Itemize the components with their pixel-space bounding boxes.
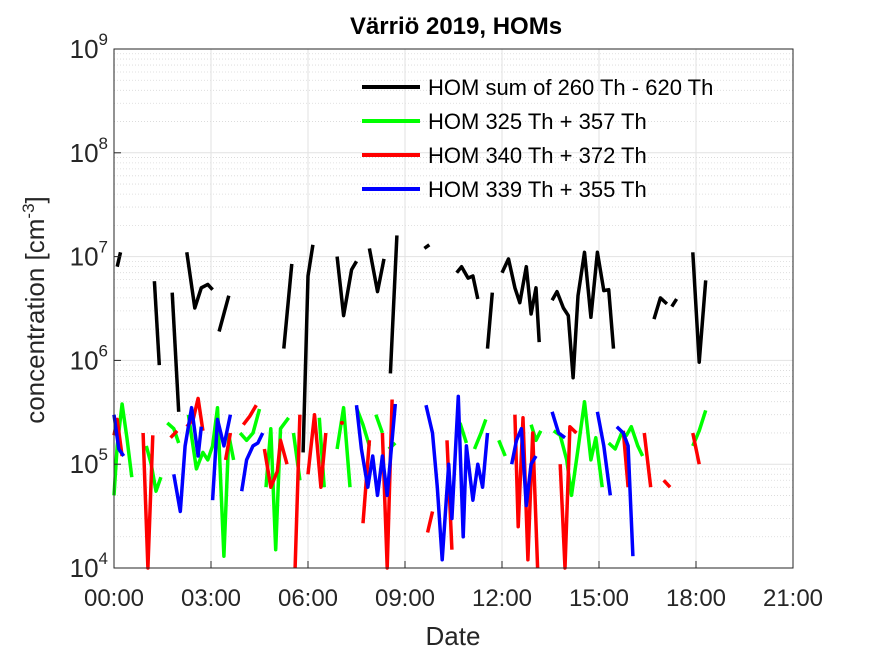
y-tick-label: 105 bbox=[70, 445, 108, 479]
series-line-segment bbox=[500, 257, 541, 343]
series-line-segment bbox=[239, 432, 265, 492]
x-tick-label: 12:00 bbox=[472, 585, 532, 612]
series-line-segment bbox=[642, 432, 653, 488]
series-line-segment bbox=[169, 429, 179, 439]
y-axis-label-text: concentration [cm bbox=[20, 219, 50, 424]
series-line-segment bbox=[306, 412, 328, 489]
series-line-segment bbox=[293, 414, 302, 569]
y-tick-label: 104 bbox=[70, 549, 108, 583]
y-axis-label-close: ] bbox=[20, 196, 50, 203]
y-tick-label-exponent: 5 bbox=[99, 445, 108, 464]
y-tick-label-base: 10 bbox=[70, 242, 99, 272]
series-line-segment bbox=[112, 402, 134, 496]
series-line-segment bbox=[552, 399, 604, 498]
series-line-segment bbox=[424, 394, 490, 562]
series-line-segment bbox=[354, 403, 398, 498]
y-tick-label-exponent: 7 bbox=[99, 238, 108, 257]
series-line-segment bbox=[497, 439, 507, 457]
series-line-segment bbox=[425, 511, 435, 533]
series-point bbox=[339, 420, 344, 425]
series-line-segment bbox=[115, 251, 123, 268]
series-line-segment bbox=[335, 256, 359, 318]
series-line-segment bbox=[186, 405, 236, 558]
series-line-segment bbox=[607, 424, 645, 457]
y-tick-label-base: 10 bbox=[70, 449, 99, 479]
series-line-segment bbox=[170, 292, 181, 412]
x-tick-label: 09:00 bbox=[375, 585, 435, 612]
series-line-segment bbox=[388, 235, 399, 374]
y-tick-label-base: 10 bbox=[70, 553, 99, 583]
x-axis-ticks: 00:00 03:00 06:00 09:00 12:00 15:00 18:00 21:00 bbox=[84, 561, 823, 612]
series-line-segment bbox=[282, 263, 294, 349]
series-line-segment bbox=[670, 298, 679, 308]
series-line-segment bbox=[550, 411, 567, 440]
x-tick-label: 03:00 bbox=[181, 585, 241, 612]
series-line-segment bbox=[509, 426, 538, 508]
series-line-segment bbox=[152, 281, 162, 366]
series-line-segment bbox=[223, 432, 233, 461]
y-axis-label-exponent: -3 bbox=[19, 203, 38, 218]
plot-frame bbox=[113, 48, 794, 569]
series-1 bbox=[115, 235, 708, 453]
series-line-segment bbox=[595, 411, 613, 496]
y-tick-label: 107 bbox=[70, 238, 108, 272]
series-line-segment bbox=[472, 418, 488, 450]
x-tick-label: 06:00 bbox=[278, 585, 338, 612]
series-line-segment bbox=[652, 296, 669, 320]
series-line-segment bbox=[241, 404, 258, 426]
series-line-segment bbox=[238, 408, 262, 443]
legend-label: HOM 340 Th + 372 Th bbox=[428, 143, 647, 168]
series-line-segment bbox=[423, 243, 431, 250]
series-line-segment bbox=[335, 405, 352, 488]
y-tick-label: 109 bbox=[70, 30, 108, 64]
series-line-segment bbox=[301, 244, 315, 453]
series-line-segment bbox=[144, 445, 163, 493]
series-line-segment bbox=[262, 438, 289, 489]
legend-label: HOM 325 Th + 357 Th bbox=[428, 109, 647, 134]
y-tick-label: 108 bbox=[70, 134, 108, 168]
series-line-segment bbox=[112, 414, 126, 458]
series-line-segment bbox=[662, 479, 672, 489]
x-tick-label: 15:00 bbox=[569, 585, 629, 612]
y-tick-label: 106 bbox=[70, 341, 108, 375]
y-tick-label-exponent: 8 bbox=[99, 134, 108, 153]
series-line-segment bbox=[550, 250, 616, 380]
legend-label: HOM sum of 260 Th - 620 Th bbox=[428, 75, 713, 100]
series-line-segment bbox=[172, 405, 204, 514]
chart-title: Värriö 2019, HOMs bbox=[350, 13, 562, 40]
y-tick-label-base: 10 bbox=[70, 345, 99, 375]
series-line-segment bbox=[367, 248, 386, 294]
series-line-segment bbox=[264, 416, 291, 552]
series-line-segment bbox=[185, 252, 214, 310]
series-line-segment bbox=[615, 425, 635, 557]
series-line-segment bbox=[217, 295, 231, 332]
legend-label: HOM 339 Th + 355 Th bbox=[428, 177, 647, 202]
series-line-segment bbox=[529, 424, 543, 443]
series-line-segment bbox=[166, 421, 181, 444]
series-line-segment bbox=[691, 432, 701, 465]
x-tick-label: 18:00 bbox=[666, 585, 726, 612]
x-tick-label: 21:00 bbox=[763, 585, 823, 612]
x-axis-label: Date bbox=[426, 621, 481, 651]
series-line-segment bbox=[621, 430, 630, 488]
y-tick-label-base: 10 bbox=[70, 34, 99, 64]
series-line-segment bbox=[210, 414, 233, 501]
y-tick-label-exponent: 6 bbox=[99, 341, 108, 360]
series-line-segment bbox=[558, 424, 578, 570]
y-tick-label-exponent: 4 bbox=[99, 549, 108, 568]
y-tick-label-exponent: 9 bbox=[99, 30, 108, 49]
series-line-segment bbox=[691, 252, 708, 364]
series-4 bbox=[112, 394, 635, 562]
y-tick-label-base: 10 bbox=[70, 138, 99, 168]
series-line-segment bbox=[485, 292, 495, 349]
legend: HOM sum of 260 Th - 620 Th HOM 325 Th + 3… bbox=[362, 75, 713, 202]
series-line-segment bbox=[455, 264, 480, 300]
x-tick-label: 00:00 bbox=[84, 585, 144, 612]
series-line-segment bbox=[374, 414, 385, 434]
series-lines bbox=[112, 235, 708, 570]
y-axis-label: concentration [cm-3] bbox=[19, 196, 50, 424]
